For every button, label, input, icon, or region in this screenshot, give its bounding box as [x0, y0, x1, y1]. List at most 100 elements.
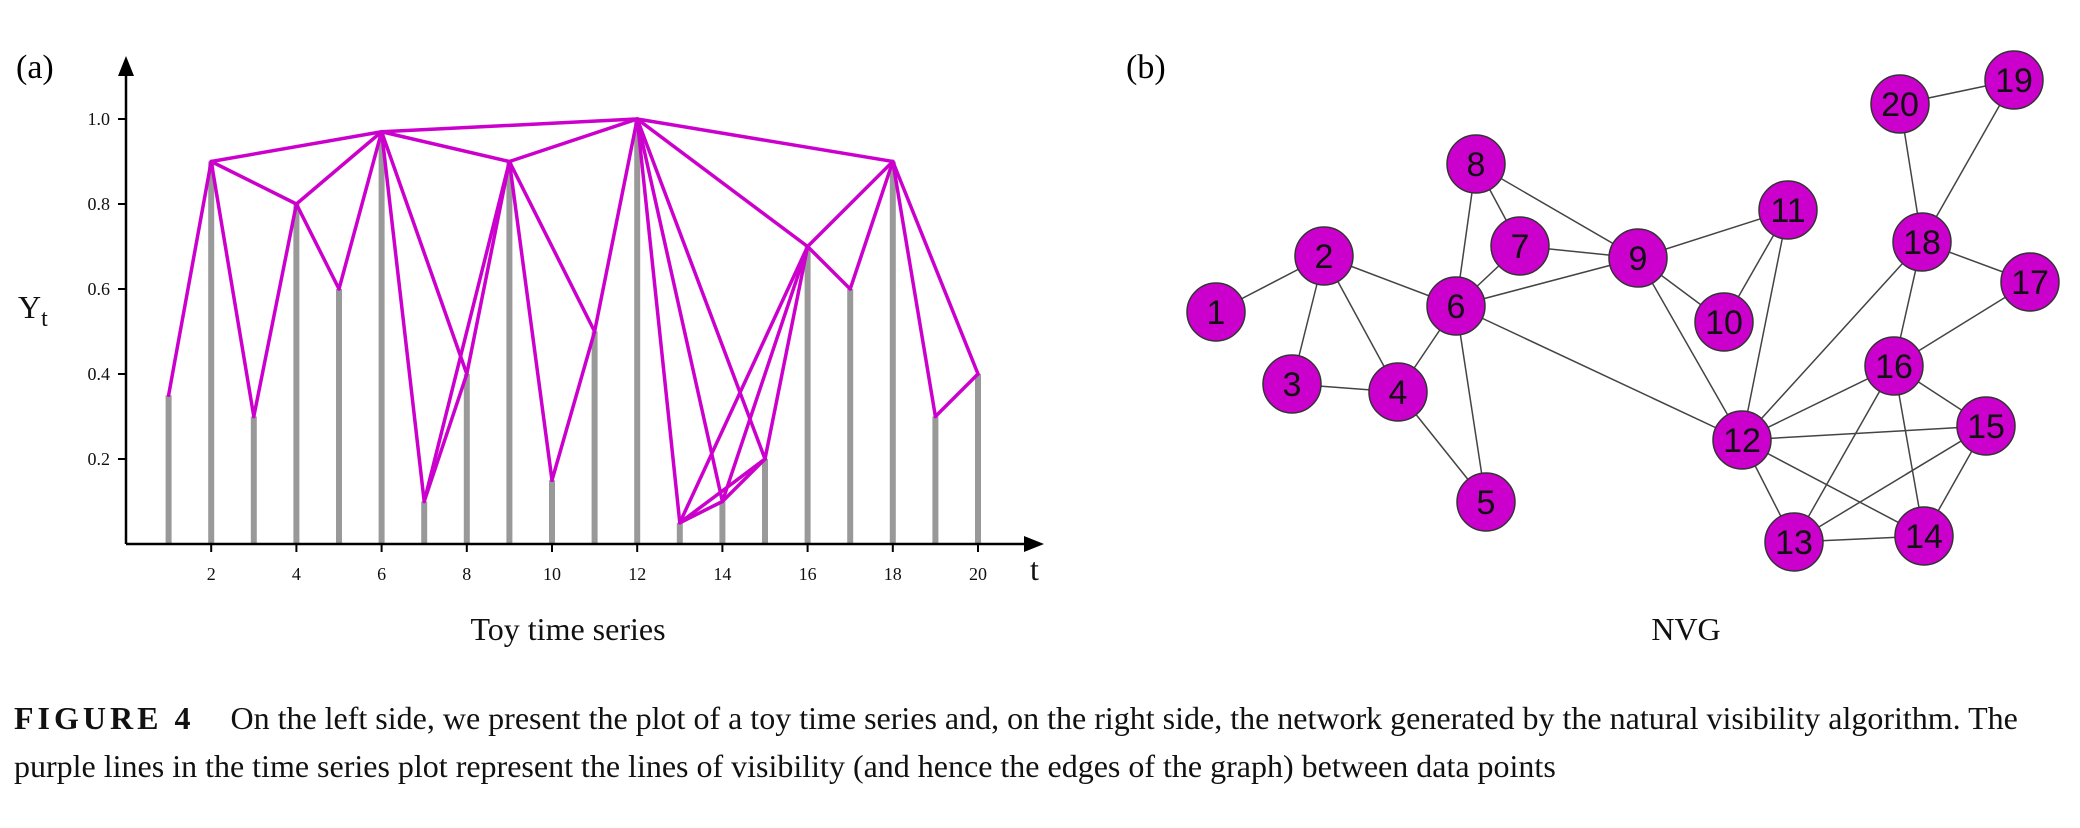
node-circle: [1984, 50, 2044, 110]
y-axis-arrow-icon: [118, 56, 134, 76]
caption-text: On the left side, we present the plot of…: [14, 700, 2018, 784]
visibility-line-2-6: [209, 130, 384, 164]
node-circle: [1608, 228, 1668, 288]
y-tick-label: 0.6: [88, 279, 111, 299]
bars-layer: [165, 119, 981, 544]
network-node-4: 4: [1368, 362, 1428, 422]
node-label: 10: [1705, 304, 1743, 342]
node-label: 12: [1723, 422, 1761, 460]
node-circle: [1694, 292, 1754, 352]
network-node-7: 7: [1490, 216, 1550, 276]
network-node-6: 6: [1426, 276, 1486, 336]
visibility-line-9-10: [507, 159, 554, 482]
node-circle: [1758, 180, 1818, 240]
visibility-line-16-17: [805, 244, 852, 291]
x-ticks: 2 4 6 8 10 12 14 16 18 20: [207, 544, 987, 584]
visibility-line-11-12: [592, 117, 639, 334]
y-axis-label: Yt: [18, 289, 48, 332]
network-node-16: 16: [1864, 336, 1924, 396]
visibility-line-16-18: [805, 159, 895, 249]
y-tick-label: 1.0: [88, 109, 111, 129]
y-ticks: 0.2 0.4 0.6 0.8 1.0: [88, 109, 126, 469]
visibility-line-10-11: [550, 329, 597, 482]
node-circle: [1186, 282, 1246, 342]
visibility-line-12-14: [635, 117, 725, 504]
network-node-8: 8: [1446, 134, 1506, 194]
visibility-line-12-15: [635, 117, 767, 461]
node-label: 3: [1283, 366, 1302, 404]
visibility-line-7-9: [422, 159, 512, 504]
network-node-1: 1: [1186, 282, 1246, 342]
node-label: 7: [1511, 228, 1530, 266]
network-edge-8-9: [1475, 163, 1639, 259]
visibility-line-17-18: [848, 159, 895, 291]
node-label: 13: [1775, 524, 1813, 562]
x-tick-label: 16: [799, 564, 817, 584]
network-edge-12-18: [1741, 241, 1923, 441]
y-tick-label: 0.4: [88, 364, 111, 384]
visibility-line-6-8: [379, 130, 469, 376]
network-node-9: 9: [1608, 228, 1668, 288]
y-tick-label: 0.2: [88, 449, 111, 469]
visibility-line-1-2: [166, 159, 213, 397]
visibility-line-6-7: [379, 130, 426, 504]
node-circle: [1446, 134, 1506, 194]
panel-a-label: (a): [16, 49, 54, 86]
node-label: 15: [1967, 408, 2005, 446]
x-tick-label: 10: [543, 564, 561, 584]
visibility-line-13-15: [678, 457, 767, 525]
node-circle: [1426, 276, 1486, 336]
panel-b-label: (b): [1126, 49, 1166, 86]
node-label: 5: [1477, 484, 1496, 522]
network-edge-6-9: [1455, 257, 1639, 307]
node-circle: [1456, 472, 1516, 532]
time-series-chart: 2 4 6 8 10 12 14 16 18 20 0.2 0.4 0.6 0.8 1.0 t Yt To…: [18, 56, 1044, 647]
node-circle: [1956, 396, 2016, 456]
network-node-2: 2: [1294, 226, 1354, 286]
visibility-line-9-11: [507, 159, 597, 334]
node-label: 8: [1467, 146, 1486, 184]
network-edges-layer: [1215, 79, 2031, 543]
y-axis-label-subscript: t: [41, 306, 48, 332]
network-node-5: 5: [1456, 472, 1516, 532]
node-label: 17: [2011, 264, 2049, 302]
node-label: 16: [1875, 348, 1913, 386]
node-label: 14: [1905, 518, 1943, 556]
visibility-line-2-3: [209, 159, 256, 419]
visibility-line-8-9: [465, 159, 512, 376]
x-tick-label: 18: [884, 564, 902, 584]
visibility-line-14-16: [720, 244, 810, 504]
network-node-13: 13: [1764, 512, 1824, 572]
x-axis-label: t: [1030, 551, 1039, 587]
network-edge-5-6: [1455, 305, 1487, 503]
node-label: 9: [1629, 240, 1648, 278]
visibility-line-18-19: [891, 159, 938, 419]
x-axis-arrow-icon: [1024, 536, 1044, 552]
visibility-line-2-4: [209, 159, 299, 206]
x-tick-label: 12: [628, 564, 646, 584]
x-tick-label: 20: [969, 564, 987, 584]
visibility-lines-layer: [166, 117, 980, 525]
network-edge-9-12: [1637, 257, 1743, 441]
node-label: 1: [1207, 294, 1226, 332]
network-edge-13-15: [1793, 425, 1987, 543]
network-edge-11-12: [1741, 209, 1789, 441]
figure-caption: FIGURE 4 On the left side, we present the…: [14, 694, 2074, 790]
visibility-line-5-6: [337, 130, 384, 291]
x-tick-label: 14: [713, 564, 731, 584]
visibility-line-12-18: [635, 117, 895, 164]
node-circle: [1712, 410, 1772, 470]
node-label: 19: [1995, 62, 2033, 100]
node-label: 20: [1881, 86, 1919, 124]
network-node-10: 10: [1694, 292, 1754, 352]
visibility-line-12-13: [635, 117, 682, 525]
node-label: 4: [1389, 374, 1408, 412]
y-axis-label-main: Y: [18, 289, 41, 325]
network-node-12: 12: [1712, 410, 1772, 470]
visibility-line-14-15: [720, 457, 767, 504]
x-tick-label: 4: [292, 564, 301, 584]
visibility-line-15-16: [763, 244, 810, 461]
